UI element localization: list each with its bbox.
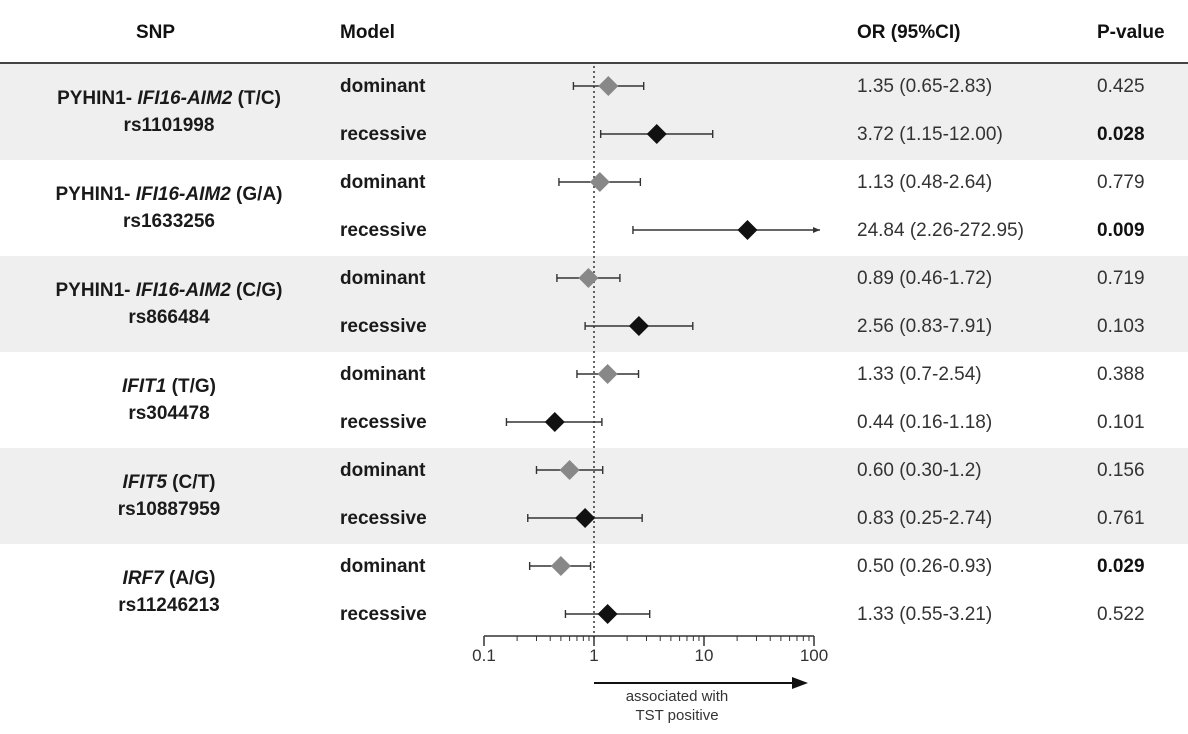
x-tick-label: 0.1 [472,646,496,665]
p-value: 0.029 [1097,556,1145,577]
p-value: 0.779 [1097,172,1145,193]
snp-rsid: rs11246213 [118,595,220,616]
model-label: dominant [340,460,426,481]
allele-label: (T/G) [166,376,216,397]
or-diamond-dominant [559,460,580,480]
p-value: 0.388 [1097,364,1145,385]
model-label: recessive [340,508,427,529]
x-tick-label: 100 [800,646,828,665]
snp-rsid: rs866484 [128,307,210,328]
snp-gene-label: PYHIN1- IFI16-AIM2 (C/G) [56,277,283,304]
or-diamond-recessive [597,604,618,624]
or-ci-value: 0.89 (0.46-1.72) [857,268,993,289]
model-label: dominant [340,76,426,97]
or-ci-value: 2.56 (0.83-7.91) [857,316,993,337]
direction-arrow-head [792,677,808,689]
p-value: 0.028 [1097,124,1145,145]
model-label: recessive [340,316,427,337]
header-snp: SNP [136,22,176,43]
arrow-label: TST positive [635,707,718,724]
allele-label: (C/T) [166,472,216,493]
gene-name: IFI16-AIM2 [135,184,231,205]
p-value: 0.103 [1097,316,1145,337]
p-value: 0.719 [1097,268,1145,289]
or-diamond-recessive [575,508,596,528]
gene-name: IFIT1 [122,376,167,397]
or-ci-value: 3.72 (1.15-12.00) [857,124,1003,145]
or-diamond-recessive [737,220,758,240]
snp-cell: IRF7 (A/G) rs11246213 [0,544,338,640]
model-label: dominant [340,364,426,385]
snp-rsid: rs1633256 [123,211,215,232]
p-value: 0.425 [1097,76,1145,97]
p-value: 0.009 [1097,220,1145,241]
allele-label: (A/G) [163,568,216,589]
allele-label: (C/G) [230,280,283,301]
or-ci-value: 1.13 (0.48-2.64) [857,172,993,193]
snp-gene-label: IFIT5 (C/T) [123,469,216,496]
model-label: recessive [340,220,427,241]
gene-prefix: PYHIN1- [57,88,138,109]
snp-gene-label: PYHIN1- IFI16-AIM2 (G/A) [56,181,283,208]
p-value: 0.522 [1097,604,1145,625]
header-pvalue: P-value [1097,22,1165,43]
model-label: dominant [340,268,426,289]
ci-arrow-high [813,227,820,233]
or-diamond-recessive [544,412,565,432]
or-ci-value: 0.50 (0.26-0.93) [857,556,993,577]
or-diamond-dominant [598,76,619,96]
snp-cell: PYHIN1- IFI16-AIM2 (C/G) rs866484 [0,256,338,352]
header-rule [0,62,1188,64]
model-label: dominant [340,172,426,193]
or-diamond-recessive [646,124,667,144]
or-ci-value: 1.33 (0.55-3.21) [857,604,993,625]
snp-gene-label: PYHIN1- IFI16-AIM2 (T/C) [57,85,281,112]
snp-rsid: rs304478 [128,403,210,424]
header-model: Model [340,22,395,43]
gene-name: IFIT5 [122,472,167,493]
or-diamond-dominant [597,364,618,384]
snp-cell: PYHIN1- IFI16-AIM2 (G/A) rs1633256 [0,160,338,256]
or-ci-value: 1.35 (0.65-2.83) [857,76,993,97]
or-diamond-recessive [628,316,649,336]
gene-name: IFI16-AIM2 [135,280,231,301]
or-diamond-dominant [578,268,599,288]
x-tick-label: 1 [589,646,598,665]
p-value: 0.156 [1097,460,1145,481]
model-label: recessive [340,604,427,625]
snp-gene-label: IFIT1 (T/G) [122,373,216,400]
gene-name: IRF7 [122,568,164,589]
model-label: recessive [340,124,427,145]
model-label: dominant [340,556,426,577]
allele-label: (G/A) [230,184,283,205]
or-ci-value: 24.84 (2.26-272.95) [857,220,1024,241]
gene-prefix: PYHIN1- [55,184,136,205]
or-ci-value: 0.44 (0.16-1.18) [857,412,993,433]
snp-cell: IFIT5 (C/T) rs10887959 [0,448,338,544]
snp-rsid: rs1101998 [123,115,215,136]
header-or: OR (95%CI) [857,22,961,43]
or-ci-value: 0.83 (0.25-2.74) [857,508,993,529]
model-label: recessive [340,412,427,433]
p-value: 0.761 [1097,508,1145,529]
snp-cell: IFIT1 (T/G) rs304478 [0,352,338,448]
or-ci-value: 1.33 (0.7-2.54) [857,364,982,385]
or-diamond-dominant [550,556,571,576]
or-diamond-dominant [589,172,610,192]
p-value: 0.101 [1097,412,1145,433]
allele-label: (T/C) [232,88,281,109]
or-ci-value: 0.60 (0.30-1.2) [857,460,982,481]
snp-gene-label: IRF7 (A/G) [123,565,216,592]
gene-name: IFI16-AIM2 [137,88,233,109]
arrow-label: associated with [626,688,729,705]
gene-prefix: PYHIN1- [55,280,136,301]
snp-rsid: rs10887959 [117,499,221,520]
snp-cell: PYHIN1- IFI16-AIM2 (T/C) rs1101998 [0,64,338,160]
x-tick-label: 10 [695,646,714,665]
